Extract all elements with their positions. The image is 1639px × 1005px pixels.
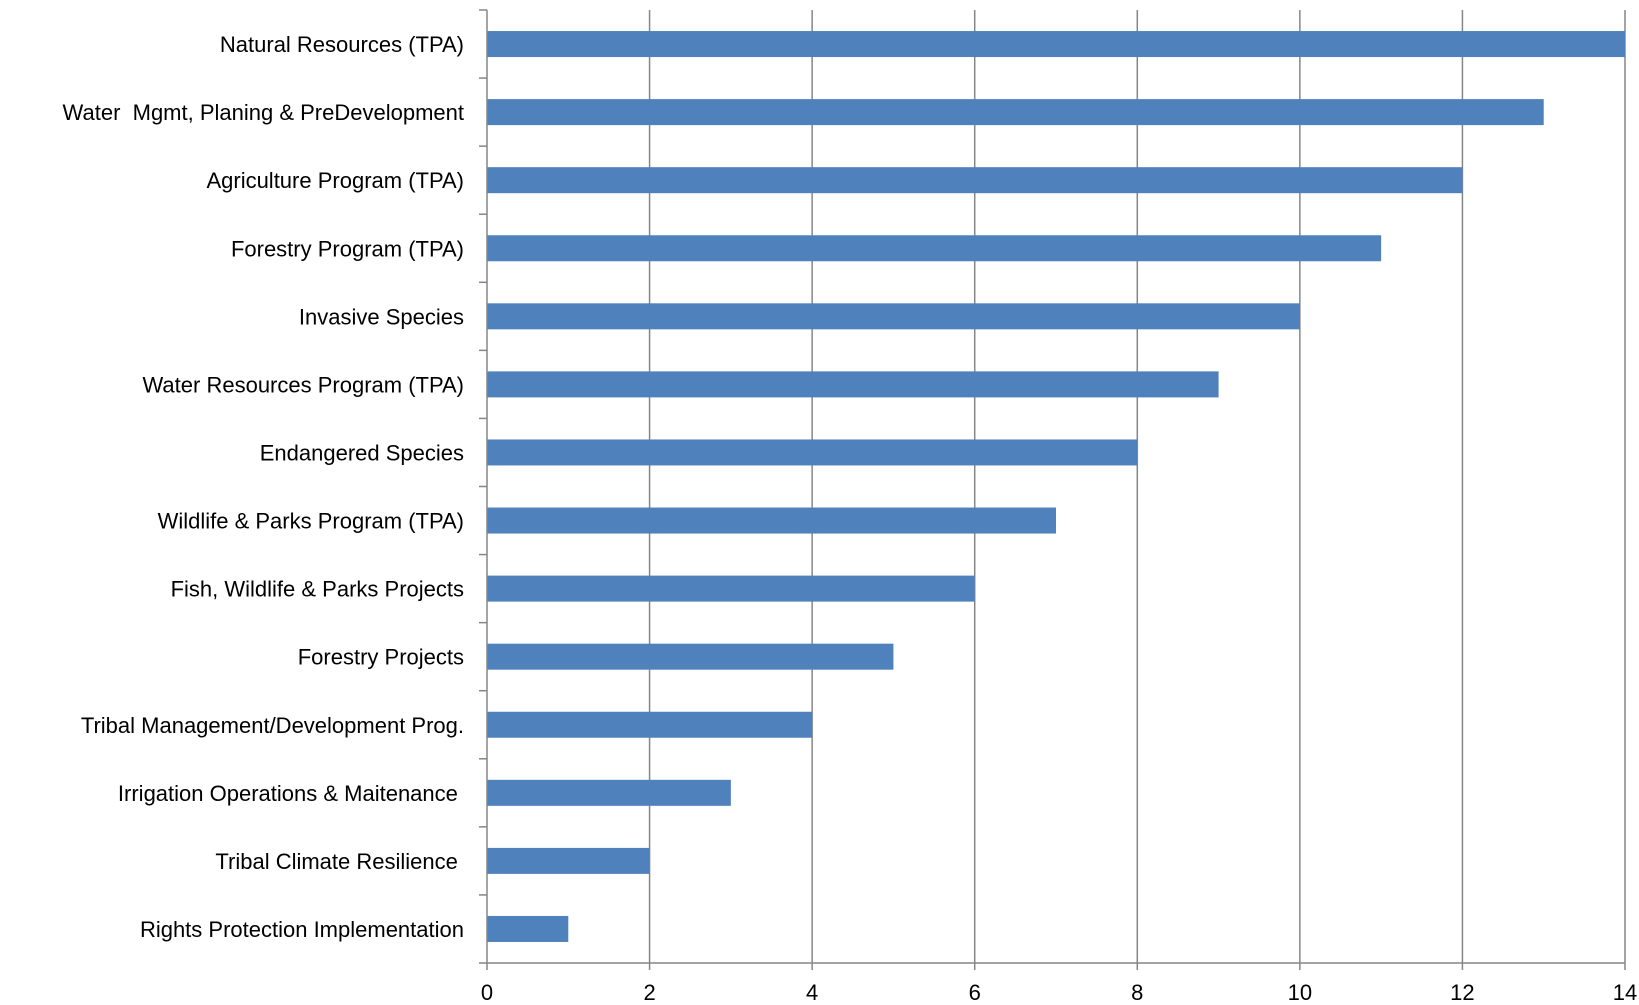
axes (479, 9, 1626, 970)
x-tick-label-1: 2 (643, 980, 655, 1005)
bar-10 (487, 711, 813, 738)
bar-6 (487, 439, 1138, 466)
category-label-0: Natural Resources (TPA) (220, 32, 464, 57)
bar-3 (487, 235, 1382, 262)
x-tick-labels: 0 2 4 6 8 10 12 14 (481, 980, 1637, 1005)
bar-8 (487, 575, 975, 602)
bar-2 (487, 167, 1463, 194)
bar-1 (487, 99, 1544, 126)
x-tick-label-6: 12 (1450, 980, 1474, 1005)
category-label-8: Fish, Wildlife & Parks Projects (171, 577, 464, 602)
x-tick-label-4: 8 (1131, 980, 1143, 1005)
category-labels: Natural Resources (TPA) Water Mgmt, Plani… (63, 32, 464, 942)
category-label-12: Tribal Climate Resilience (215, 849, 464, 874)
category-label-10: Tribal Management/Development Prog. (81, 713, 464, 738)
bar-11 (487, 779, 731, 806)
x-tick-label-7: 14 (1613, 980, 1637, 1005)
category-label-11: Irrigation Operations & Maitenance (118, 781, 464, 806)
bars (487, 31, 1625, 942)
bar-0 (487, 31, 1625, 58)
bar-9 (487, 643, 894, 670)
bar-13 (487, 915, 569, 942)
category-label-1: Water Mgmt, Planing & PreDevelopment (63, 100, 464, 125)
category-label-5: Water Resources Program (TPA) (142, 372, 464, 397)
category-label-3: Forestry Program (TPA) (231, 236, 464, 261)
x-tick-label-3: 6 (969, 980, 981, 1005)
bar-7 (487, 507, 1056, 534)
category-label-6: Endangered Species (260, 440, 464, 465)
x-tick-label-0: 0 (481, 980, 493, 1005)
x-tick-label-5: 10 (1288, 980, 1312, 1005)
category-label-9: Forestry Projects (298, 645, 464, 670)
category-label-7: Wildlife & Parks Program (TPA) (158, 509, 464, 534)
category-label-2: Agriculture Program (TPA) (206, 168, 464, 193)
category-label-4: Invasive Species (299, 304, 464, 329)
x-tick-label-2: 4 (806, 980, 818, 1005)
bar-4 (487, 303, 1300, 330)
bar-12 (487, 847, 650, 874)
category-label-13: Rights Protection Implementation (140, 917, 464, 942)
bar-5 (487, 371, 1219, 398)
gridlines (648, 10, 1626, 963)
